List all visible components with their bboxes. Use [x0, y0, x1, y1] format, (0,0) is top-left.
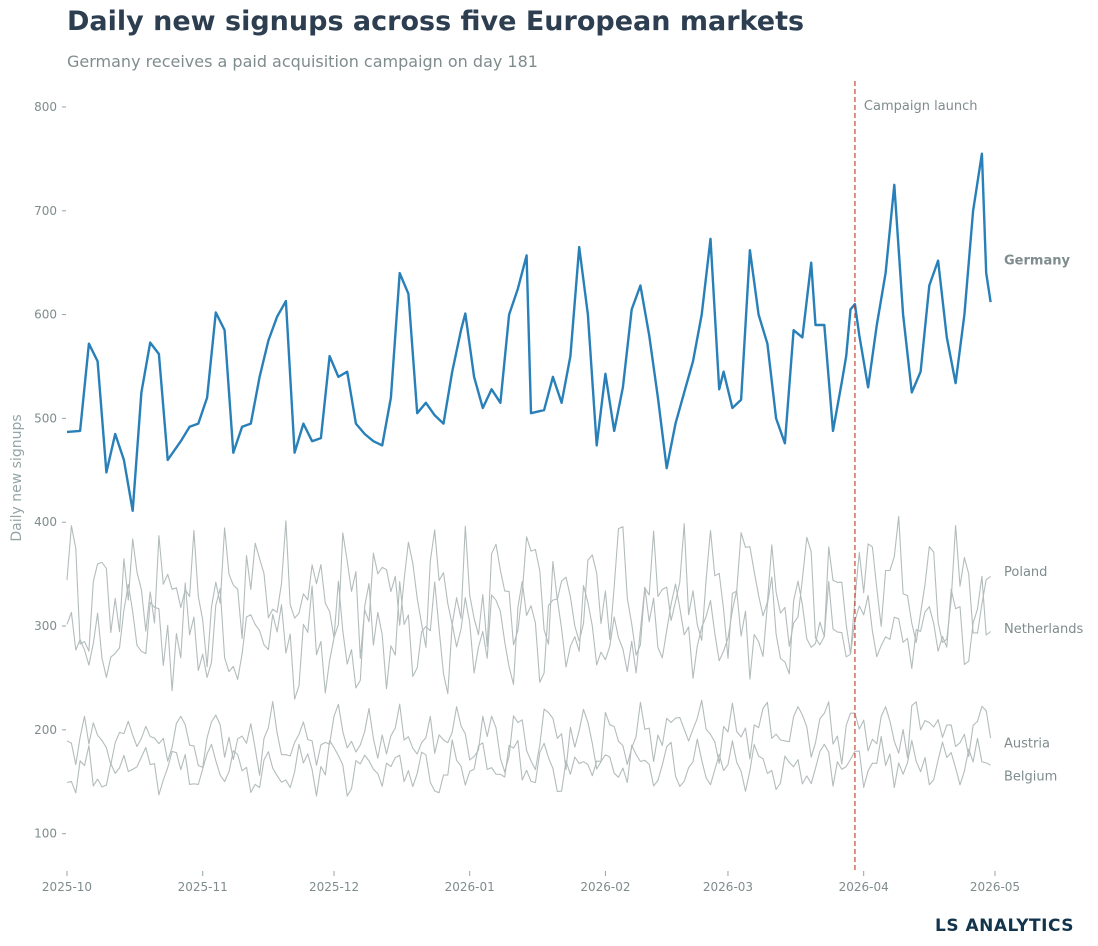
- series-line-poland: [66, 515, 991, 668]
- series-label-austria: Austria: [1004, 736, 1050, 751]
- x-tick-label: 2025-10: [42, 880, 92, 894]
- series-line-germany: [66, 152, 992, 512]
- chart-title: Daily new signups across five European m…: [67, 6, 805, 37]
- series-label-belgium: Belgium: [1004, 770, 1057, 785]
- y-tick-label: 700: [34, 204, 57, 218]
- event-marker: Campaign launch: [854, 81, 978, 870]
- y-axis-label: Daily new signups: [9, 414, 25, 541]
- series-line-belgium: [66, 736, 991, 797]
- y-tick-label: 600: [34, 308, 57, 322]
- highlight-series: [66, 152, 992, 512]
- brand-logo: LS ANALYTICS: [935, 916, 1074, 936]
- y-tick-label: 800: [34, 100, 57, 114]
- x-axis: 2025-10 2025-11 2025-12 2026-01 2026-02 2026-…: [42, 871, 1020, 894]
- series-line-netherlands: [66, 575, 991, 700]
- x-tick-label: 2026-05: [970, 880, 1020, 894]
- y-axis: 100 200 300 400 500 600 700 800: [34, 100, 66, 841]
- x-tick-label: 2026-04: [839, 880, 889, 894]
- y-tick-label: 200: [34, 723, 57, 737]
- x-tick-label: 2026-01: [445, 880, 495, 894]
- series-label-germany: Germany: [1004, 254, 1070, 269]
- chart-subtitle: Germany receives a paid acquisition camp…: [67, 52, 538, 71]
- series-label-netherlands: Netherlands: [1004, 622, 1083, 637]
- y-tick-label: 500: [34, 411, 57, 425]
- y-tick-label: 400: [34, 515, 57, 529]
- x-tick-label: 2025-12: [309, 880, 359, 894]
- x-tick-label: 2025-11: [178, 880, 228, 894]
- y-tick-label: 100: [34, 827, 57, 841]
- y-tick-label: 300: [34, 619, 57, 633]
- context-series: [66, 515, 992, 797]
- campaign-launch-label: Campaign launch: [864, 99, 978, 114]
- series-label-poland: Poland: [1004, 565, 1047, 580]
- series-labels: Germany Poland Netherlands Austria Belgium: [1004, 254, 1083, 785]
- series-line-austria: [66, 699, 992, 776]
- x-tick-label: 2026-03: [703, 880, 753, 894]
- x-tick-label: 2026-02: [580, 880, 630, 894]
